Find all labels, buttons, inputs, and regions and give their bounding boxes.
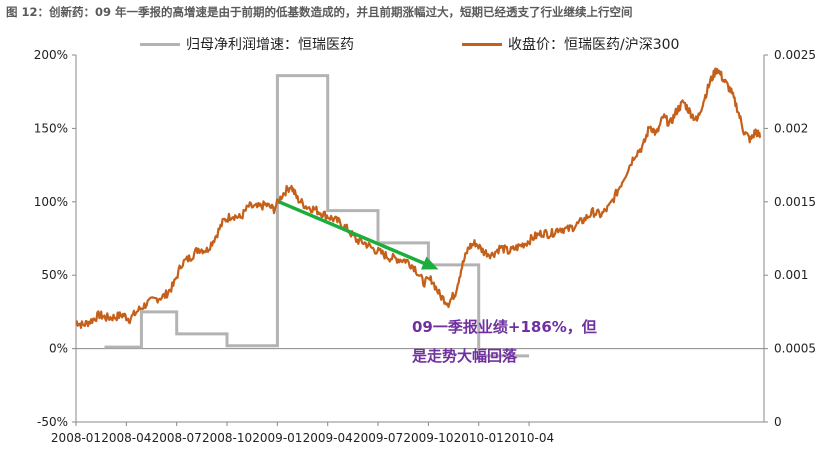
x-tick-label: 2010-04: [504, 431, 554, 445]
chart-ticks: 200% 150% 100% 50% 0% -50% 0.0025 0.002 0.0015 0.…: [34, 48, 816, 445]
x-tick-label: 2008-04: [101, 431, 151, 445]
y-left-tick-label: 200%: [34, 48, 68, 62]
y-right-tick-label: 0.001: [774, 268, 808, 282]
y-right-tick-label: 0.0015: [774, 195, 816, 209]
series-line-profit-growth: [104, 74, 530, 358]
legend-item-price-ratio: 收盘价：恒瑞医药/沪深300: [462, 34, 679, 54]
x-tick-label: 2009-01: [252, 431, 302, 445]
y-left-tick-label: -50%: [37, 415, 68, 429]
x-tick-label: 2008-07: [152, 431, 202, 445]
x-tick-label: 2009-07: [353, 431, 403, 445]
annotation-line-2: 是走势大幅回落: [412, 347, 518, 365]
series-line-price-ratio: [75, 67, 762, 329]
y-right-tick-label: 0.0005: [774, 342, 816, 356]
legend-label-profit-growth: 归母净利润增速：恒瑞医药: [186, 37, 354, 53]
y-left-tick-label: 100%: [34, 195, 68, 209]
legend-swatch-profit-growth: [140, 42, 180, 46]
y-right-tick-label: 0: [774, 415, 782, 429]
trend-arrow: [278, 200, 439, 270]
legend-swatch-price-ratio: [462, 42, 502, 46]
figure-title: 图 12：创新药：09 年一季报的高增速是由于前期的低基数造成的，并且前期涨幅过…: [6, 5, 633, 19]
x-tick-label: 2008-01: [51, 431, 101, 445]
y-right-tick-label: 0.002: [774, 121, 808, 135]
legend-item-profit-growth: 归母净利润增速：恒瑞医药: [140, 34, 354, 54]
y-left-tick-label: 150%: [34, 121, 68, 135]
x-tick-label: 2009-10: [403, 431, 453, 445]
legend-label-price-ratio: 收盘价：恒瑞医药/沪深300: [508, 37, 680, 53]
trend-arrow-shaft: [278, 200, 428, 266]
y-left-tick-label: 0%: [49, 342, 68, 356]
chart-axes: [75, 55, 765, 423]
y-left-tick-label: 50%: [41, 268, 68, 282]
trend-arrow-head: [420, 256, 439, 270]
x-tick-label: 2008-10: [202, 431, 252, 445]
annotation-line-1: 09一季报业绩+186%，但: [412, 318, 597, 336]
chart-series: [75, 67, 762, 358]
x-tick-label: 2010-01: [454, 431, 504, 445]
y-right-tick-label: 0.0025: [774, 48, 816, 62]
x-tick-label: 2009-04: [303, 431, 353, 445]
